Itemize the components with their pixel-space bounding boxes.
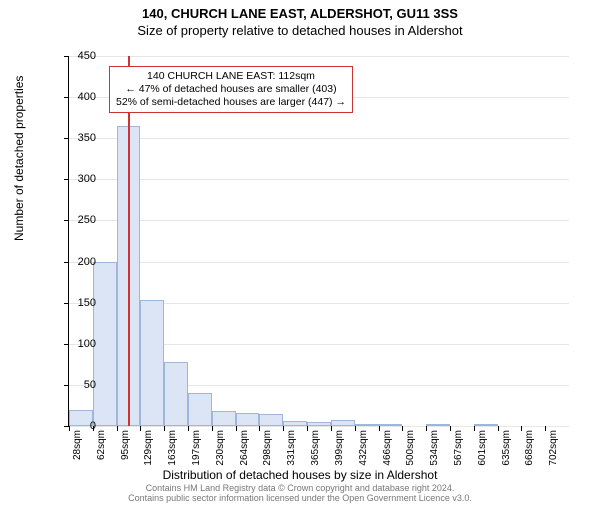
ytick-label: 450 xyxy=(56,50,96,62)
histogram-bar xyxy=(331,420,355,426)
page-subtitle: Size of property relative to detached ho… xyxy=(0,23,600,38)
histogram-bar xyxy=(259,414,283,426)
histogram-chart: 28sqm62sqm95sqm129sqm163sqm197sqm230sqm2… xyxy=(68,56,568,426)
gridline xyxy=(69,179,569,180)
gridline xyxy=(69,56,569,57)
xtick-mark xyxy=(307,426,308,431)
xtick-mark xyxy=(426,426,427,431)
ytick-label: 400 xyxy=(56,91,96,103)
annotation-line2: ← 47% of detached houses are smaller (40… xyxy=(116,83,346,96)
xtick-mark xyxy=(117,426,118,431)
annotation-line1: 140 CHURCH LANE EAST: 112sqm xyxy=(116,70,346,83)
x-axis-label: Distribution of detached houses by size … xyxy=(0,468,600,482)
histogram-bar xyxy=(474,424,498,426)
page-title: 140, CHURCH LANE EAST, ALDERSHOT, GU11 3… xyxy=(0,6,600,21)
annotation-line3: 52% of semi-detached houses are larger (… xyxy=(116,96,346,109)
histogram-bar xyxy=(140,300,164,426)
xtick-mark xyxy=(164,426,165,431)
histogram-bar xyxy=(379,424,403,426)
footer-line2: Contains public sector information licen… xyxy=(128,493,472,503)
histogram-bar xyxy=(307,422,331,426)
ytick-label: 100 xyxy=(56,338,96,350)
plot-area: 28sqm62sqm95sqm129sqm163sqm197sqm230sqm2… xyxy=(68,56,569,427)
ytick-label: 50 xyxy=(56,379,96,391)
xtick-mark xyxy=(140,426,141,431)
gridline xyxy=(69,138,569,139)
histogram-bar xyxy=(164,362,188,426)
annotation-box: 140 CHURCH LANE EAST: 112sqm← 47% of det… xyxy=(109,66,353,113)
xtick-mark xyxy=(283,426,284,431)
xtick-mark xyxy=(474,426,475,431)
xtick-mark xyxy=(236,426,237,431)
gridline xyxy=(69,426,569,427)
histogram-bar xyxy=(93,262,117,426)
xtick-mark xyxy=(331,426,332,431)
footer-line1: Contains HM Land Registry data © Crown c… xyxy=(146,483,455,493)
xtick-mark xyxy=(188,426,189,431)
histogram-bar xyxy=(236,413,260,426)
ytick-label: 200 xyxy=(56,256,96,268)
gridline xyxy=(69,262,569,263)
xtick-mark xyxy=(498,426,499,431)
footer-text: Contains HM Land Registry data © Crown c… xyxy=(0,484,600,504)
histogram-bar xyxy=(426,424,450,426)
xtick-mark xyxy=(545,426,546,431)
ytick-label: 250 xyxy=(56,214,96,226)
ytick-label: 0 xyxy=(56,420,96,432)
xtick-mark xyxy=(355,426,356,431)
ytick-label: 300 xyxy=(56,173,96,185)
xtick-mark xyxy=(379,426,380,431)
histogram-bar xyxy=(212,411,236,426)
xtick-mark xyxy=(521,426,522,431)
xtick-mark xyxy=(450,426,451,431)
histogram-bar xyxy=(355,424,379,426)
ytick-label: 150 xyxy=(56,297,96,309)
ytick-label: 350 xyxy=(56,132,96,144)
xtick-mark xyxy=(212,426,213,431)
y-axis-label: Number of detached properties xyxy=(12,76,26,241)
xtick-mark xyxy=(402,426,403,431)
xtick-mark xyxy=(259,426,260,431)
histogram-bar xyxy=(283,421,307,426)
histogram-bar xyxy=(188,393,212,426)
gridline xyxy=(69,220,569,221)
